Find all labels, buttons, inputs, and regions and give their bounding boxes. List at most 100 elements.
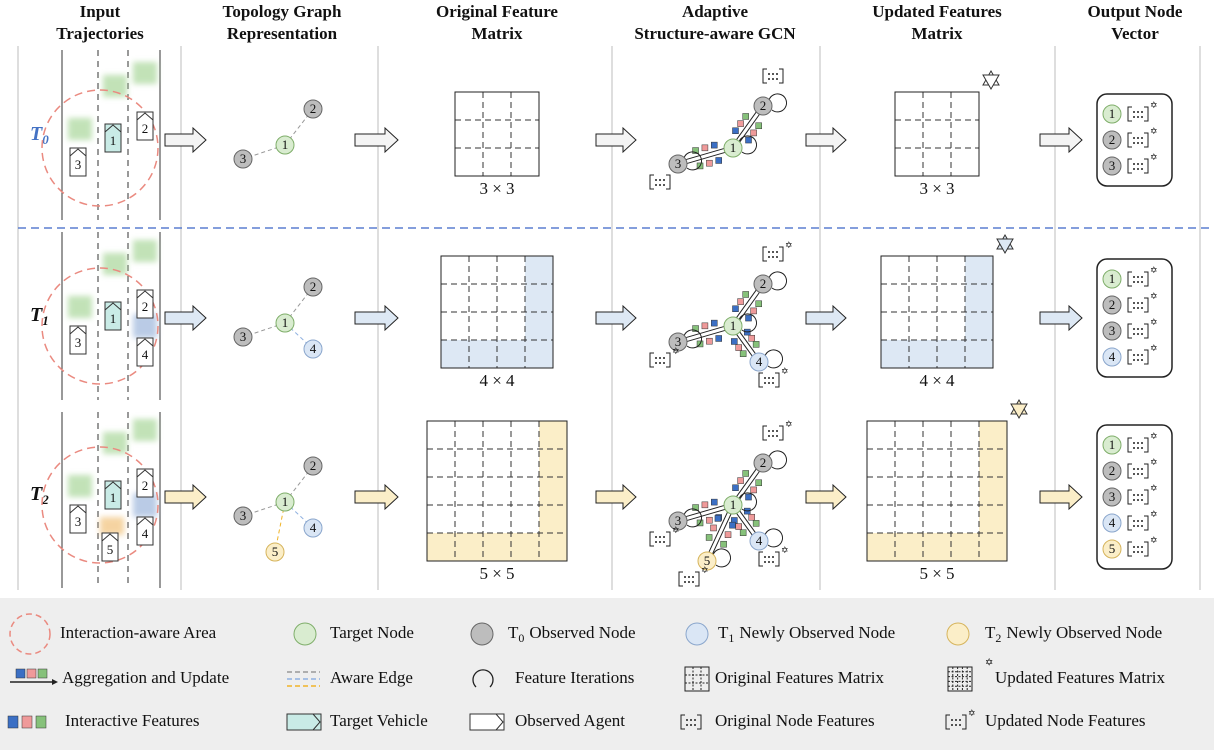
interactive-feature: [711, 141, 718, 149]
dot: [655, 357, 657, 359]
node-feature-icon: [1127, 132, 1149, 148]
star-mark: ✡: [785, 240, 793, 250]
column-header: Output Node: [1088, 2, 1183, 21]
dot: [688, 576, 690, 578]
dot: [772, 556, 774, 558]
output-vector: [1096, 258, 1173, 378]
legend-text: Newly Observed Node: [1006, 623, 1162, 642]
feature-iteration: [683, 329, 702, 349]
node: [749, 352, 769, 372]
column-header: Original Feature: [436, 2, 558, 21]
vehicle: [136, 516, 154, 546]
interactive-feature: [731, 338, 738, 345]
legend-node: [293, 622, 317, 646]
legend-index: 1: [728, 631, 734, 645]
dot: [1133, 359, 1135, 361]
dot: [1133, 468, 1135, 470]
node-label: 2: [1109, 297, 1116, 312]
node-label: 2: [1109, 132, 1116, 147]
vehicle: [136, 337, 154, 367]
star-mark: ✡: [1150, 509, 1158, 519]
legend-text: Original Node Features: [715, 711, 875, 730]
dot: [663, 362, 665, 364]
trajectory-blur: [68, 118, 92, 140]
interactive-feature: [724, 531, 732, 538]
node-label: 2: [310, 101, 317, 116]
legend-index: 2: [995, 631, 1001, 645]
legend-label: Interactive Features: [65, 711, 200, 730]
star-mark: ✡: [1150, 126, 1158, 136]
dot: [1133, 473, 1135, 475]
legend-label: Updated Features Matrix: [995, 668, 1165, 687]
dot: [694, 724, 696, 726]
interactive-feature: [750, 129, 757, 137]
dot: [1133, 525, 1135, 527]
node-feature-icon: [1127, 323, 1149, 339]
matrix-shade: [427, 533, 567, 561]
matrix-size: 5 × 5: [919, 564, 954, 583]
row-label: T0: [30, 123, 49, 147]
star-mark: ✡: [985, 657, 993, 668]
row-index: 2: [41, 492, 49, 507]
dot: [659, 357, 661, 359]
legend-sq: [21, 715, 33, 729]
dot: [1141, 163, 1143, 165]
dot: [686, 724, 688, 726]
dot: [1133, 302, 1135, 304]
feature-iteration: [764, 528, 783, 548]
dot: [776, 430, 778, 432]
dot: [772, 382, 774, 384]
dot: [1141, 116, 1143, 118]
legend-arrow-head: [52, 679, 58, 685]
node-label: 3: [1109, 158, 1116, 173]
trajectory-blur: [103, 253, 127, 275]
dot: [1137, 281, 1139, 283]
interaction-area: [41, 89, 159, 207]
dot: [663, 179, 665, 181]
dot: [768, 251, 770, 253]
row-symbol: T: [30, 123, 43, 145]
legend-matrix: [684, 666, 710, 692]
interactive-feature: [710, 524, 717, 532]
dot: [684, 576, 686, 578]
node-label: 4: [1109, 349, 1116, 364]
feature-iteration: [764, 349, 783, 369]
legend-label: Feature Iterations: [515, 668, 634, 687]
legend-text: Interaction-aware Area: [60, 623, 217, 642]
dot: [1141, 473, 1143, 475]
feature-iteration: [738, 313, 757, 333]
vehicle-front: [101, 533, 119, 542]
node: [275, 313, 295, 333]
dot: [776, 256, 778, 258]
node-label: 1: [282, 137, 289, 152]
row-index: 0: [42, 132, 49, 147]
interactive-feature: [701, 144, 709, 152]
star-mark: ✡: [1150, 265, 1158, 275]
dot: [772, 430, 774, 432]
row-symbol: T: [30, 304, 43, 326]
node: [275, 135, 295, 155]
dot: [1137, 116, 1139, 118]
arrow: [1039, 126, 1083, 154]
legend-label: Updated Node Features: [985, 711, 1146, 730]
dot: [659, 184, 661, 186]
dot: [1141, 276, 1143, 278]
dot: [1137, 520, 1139, 522]
arrow: [164, 126, 207, 154]
node-feature-icon: [758, 551, 780, 567]
column-header: Structure-aware GCN: [634, 24, 796, 43]
interactive-feature: [720, 540, 727, 548]
legend-vehicle-front: [312, 713, 321, 731]
node-feature-icon: [1127, 106, 1149, 122]
matrix-size: 4 × 4: [919, 371, 955, 390]
vehicle-label: 3: [75, 157, 82, 172]
star-mark: ✡: [1150, 317, 1158, 327]
dot: [684, 581, 686, 583]
dot: [1141, 142, 1143, 144]
dot: [776, 435, 778, 437]
vehicle-front: [104, 481, 122, 490]
node-label: 3: [675, 334, 682, 349]
star-mark: ✡: [968, 708, 976, 718]
node-label: 2: [760, 276, 767, 291]
